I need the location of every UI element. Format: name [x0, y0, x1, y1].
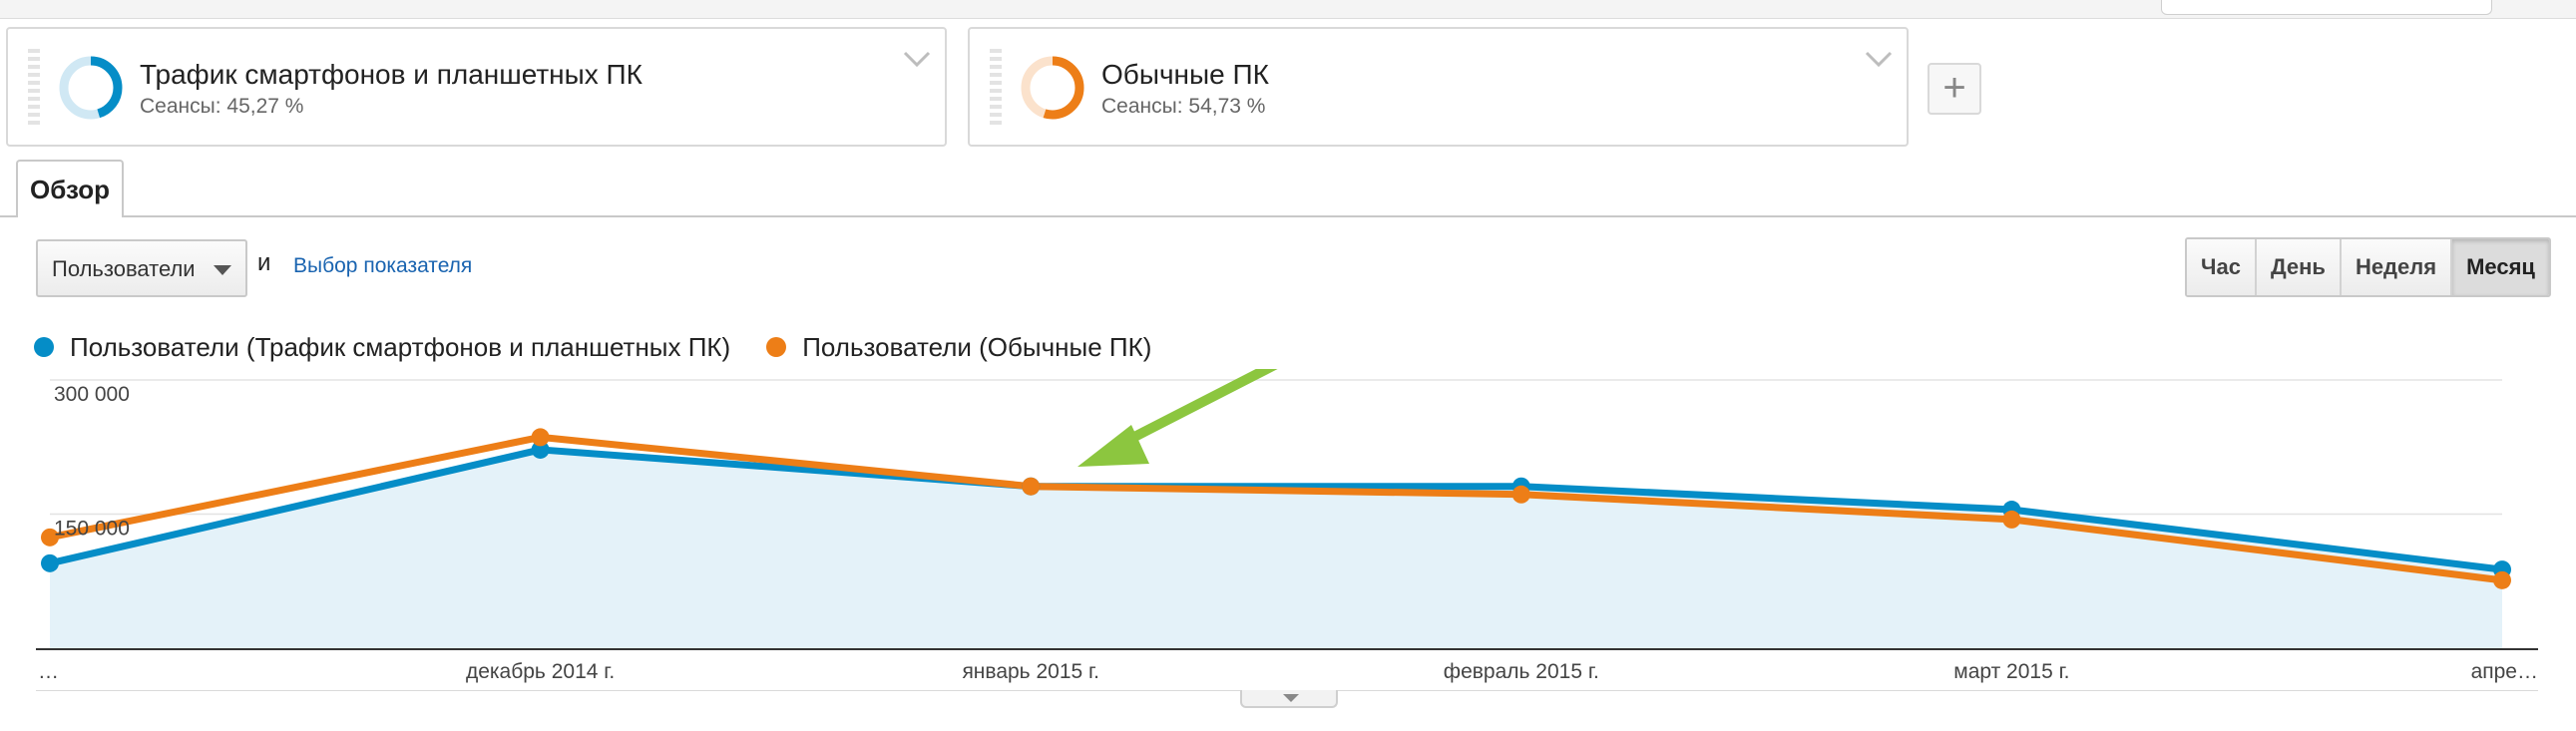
annotation-arrow-shaft: [1102, 369, 1278, 456]
donut-chart-icon: [1021, 56, 1084, 120]
period-month-button[interactable]: Месяц: [2450, 239, 2549, 295]
expand-handle[interactable]: [1240, 690, 1338, 708]
series-line-mobile: [46, 446, 2506, 573]
segment-title: Трафик смартфонов и планшетных ПК: [140, 59, 643, 90]
drag-handle-icon[interactable]: [28, 49, 40, 129]
data-point: [531, 428, 550, 447]
add-segment-button[interactable]: +: [1928, 63, 1981, 115]
y-tick-label: 300 000: [54, 383, 130, 406]
period-hour-button[interactable]: Час: [2187, 239, 2255, 295]
data-point: [1022, 477, 1041, 496]
y-tick-label: 150 000: [54, 518, 130, 541]
donut-chart-icon: [59, 56, 123, 120]
legend-item-mobile[interactable]: Пользователи (Трафик смартфонов и планше…: [34, 332, 730, 363]
chevron-down-icon[interactable]: [1863, 47, 1895, 71]
x-tick-label: февраль 2015 г.: [1444, 660, 1599, 683]
legend-dot-desktop: [766, 337, 787, 357]
segment-card-desktop[interactable]: Обычные ПК Сеансы: 54,73 %: [968, 27, 1909, 147]
period-switcher: Час День Неделя Месяц: [2185, 237, 2551, 297]
metric-dropdown-value: Пользователи: [52, 256, 196, 281]
caret-down-icon: [214, 265, 231, 275]
segment-sessions-share: Сеансы: 54,73 %: [1101, 95, 1266, 118]
segment-card-mobile[interactable]: Трафик смартфонов и планшетных ПК Сеансы…: [6, 27, 947, 147]
chart-legend: Пользователи (Трафик смартфонов и планше…: [34, 329, 1187, 365]
data-point: [41, 553, 59, 572]
x-tick-label: апре…: [2471, 660, 2538, 683]
annotation-arrow-head: [1077, 425, 1149, 467]
donut-arc: [1021, 56, 1084, 120]
x-tick-label: …: [38, 660, 59, 683]
data-point: [41, 528, 59, 547]
series-line-desktop: [46, 433, 2506, 584]
top-toolbar-strip: [0, 0, 2576, 19]
legend-item-desktop[interactable]: Пользователи (Обычные ПК): [766, 332, 1151, 363]
data-point: [531, 440, 550, 459]
x-tick-label: декабрь 2014 г.: [466, 660, 615, 683]
chevron-down-icon[interactable]: [901, 47, 933, 71]
tab-overview[interactable]: Обзор: [16, 160, 124, 217]
segment-title: Обычные ПК: [1101, 59, 1269, 90]
and-label: и: [257, 249, 271, 276]
metric-dropdown[interactable]: Пользователи: [36, 239, 247, 297]
legend-label: Пользователи (Обычные ПК): [802, 331, 1152, 362]
series-area-mobile: [50, 449, 2502, 648]
top-search-box[interactable]: [2161, 0, 2492, 15]
data-point: [2002, 510, 2021, 529]
legend-dot-mobile: [34, 337, 54, 357]
tab-divider: [0, 215, 2576, 217]
drag-handle-icon[interactable]: [990, 49, 1002, 129]
period-week-button[interactable]: Неделя: [2339, 239, 2451, 295]
data-point: [1511, 485, 1530, 504]
legend-label: Пользователи (Трафик смартфонов и планше…: [70, 331, 731, 362]
caret-down-icon: [1283, 694, 1299, 702]
segment-sessions-share: Сеансы: 45,27 %: [140, 95, 304, 118]
data-point: [2493, 570, 2511, 589]
line-chart: 300 000 150 000 … декабрь 2014 г. январь 20…: [36, 369, 2538, 683]
select-metric-link[interactable]: Выбор показателя: [293, 254, 473, 277]
period-day-button[interactable]: День: [2254, 239, 2340, 295]
donut-arc: [59, 56, 123, 120]
x-tick-label: март 2015 г.: [1953, 660, 2069, 683]
x-tick-label: январь 2015 г.: [962, 660, 1099, 683]
